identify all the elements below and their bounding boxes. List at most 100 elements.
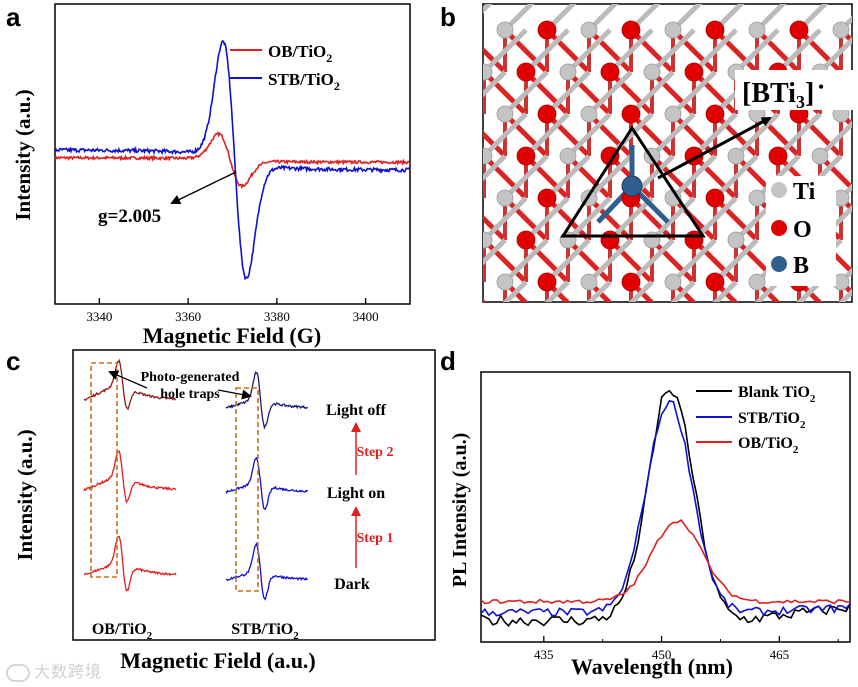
bond — [483, 196, 528, 242]
bond — [587, 112, 633, 158]
bond — [628, 280, 654, 302]
bond — [483, 46, 507, 74]
ob-trace-dark — [83, 535, 177, 592]
bond — [483, 154, 507, 182]
x-tick-label: 450 — [652, 647, 672, 662]
state-dark: Dark — [334, 576, 370, 593]
bond — [566, 70, 612, 116]
titanium-atom — [664, 21, 682, 39]
titanium-atom — [483, 231, 493, 249]
oxygen-atom — [705, 20, 725, 40]
bond — [483, 238, 507, 266]
btl3-arrow — [657, 116, 772, 180]
oxygen-atom — [853, 315, 858, 333]
bond — [839, 280, 852, 297]
bond — [608, 196, 654, 242]
oxygen-atom — [516, 62, 536, 82]
titanium-atom — [496, 273, 514, 291]
panel-c-xlabel: Magnetic Field (a.u.) — [120, 648, 316, 673]
oxygen-atom — [685, 315, 703, 333]
bond — [776, 28, 822, 74]
btl3-label: [BTi3] • — [742, 78, 824, 112]
ob-trace-light-off — [83, 358, 177, 411]
x-tick-label: 3400 — [353, 309, 379, 324]
bond — [545, 70, 591, 116]
step2-label: Step 2 — [357, 445, 394, 460]
titanium-atom — [560, 316, 576, 332]
oxygen-atom — [601, 315, 619, 333]
bond — [650, 112, 696, 158]
bond — [671, 4, 703, 32]
bond — [712, 280, 738, 302]
oxygen-atom — [853, 147, 858, 165]
group-stb-label: STB/TiO2 — [231, 621, 299, 642]
bond — [755, 28, 801, 74]
legend-stb-label-d: STB/TiO2 — [738, 410, 806, 431]
bond — [776, 112, 822, 158]
bond — [483, 4, 493, 14]
bond — [629, 28, 675, 74]
titanium-atom — [812, 316, 828, 332]
bond — [544, 280, 570, 302]
ob-hole-trap-box — [90, 362, 118, 578]
bond — [524, 70, 570, 116]
bond — [545, 4, 577, 32]
bond — [587, 280, 613, 302]
oxygen-atom — [537, 272, 557, 292]
bond — [713, 238, 759, 284]
bond — [587, 28, 633, 74]
bond — [797, 28, 843, 74]
bond — [587, 70, 633, 116]
bond — [587, 238, 633, 284]
bond — [568, 324, 610, 366]
bond — [755, 4, 787, 32]
bond — [671, 28, 717, 74]
titanium-atom — [748, 189, 766, 207]
titanium-atom — [483, 147, 493, 165]
bond — [692, 28, 738, 74]
titanium-atom — [832, 21, 850, 39]
bond — [502, 280, 528, 302]
panel-d-frame — [480, 371, 851, 643]
bond — [650, 196, 696, 242]
panel-label-b: b — [440, 2, 456, 32]
legend-ti-label: Ti — [793, 179, 816, 205]
bond — [629, 112, 675, 158]
oxygen-atom — [789, 20, 809, 40]
oxygen-atom — [454, 189, 472, 207]
panel-d-xlabel: Wavelength (nm) — [571, 654, 733, 679]
panel-label-c: c — [6, 346, 20, 376]
bond — [713, 280, 739, 302]
oxygen-atom — [705, 104, 725, 124]
bond — [692, 70, 738, 116]
bond — [483, 238, 528, 284]
panel-d-ylabel: PL Intensity (a.u.) — [449, 433, 471, 587]
legend-stb-label: STB/TiO2 — [268, 70, 340, 93]
bond — [713, 154, 759, 200]
bond — [524, 196, 570, 242]
titanium-atom — [580, 105, 598, 123]
panel-a-frame — [54, 3, 411, 305]
bond — [778, 324, 820, 366]
panel-d-ticks: 435 450 465 — [534, 636, 839, 662]
legend-o-label: O — [793, 217, 812, 243]
bond — [566, 154, 612, 200]
oxygen-atom — [768, 146, 788, 166]
bond — [566, 196, 612, 242]
bond — [818, 36, 852, 74]
titanium-atom — [559, 63, 577, 81]
bond — [629, 238, 675, 284]
panel-d: d 435 450 465 PL Intensity (a.u.) Waveleng… — [440, 346, 851, 679]
bond — [524, 238, 570, 284]
panel-a-ticks: 3340 3360 3380 3400 — [86, 298, 379, 324]
bond — [483, 214, 507, 242]
oxygen-atom — [705, 188, 725, 208]
titanium-atom — [580, 273, 598, 291]
boron-atom — [621, 175, 643, 197]
g-value-annotation: g=2.005 — [98, 206, 161, 227]
bond — [483, 130, 507, 158]
x-tick-label: 465 — [770, 647, 790, 662]
titanium-atom — [496, 21, 514, 39]
panel-a-xlabel: Magnetic Field (G) — [143, 323, 321, 348]
